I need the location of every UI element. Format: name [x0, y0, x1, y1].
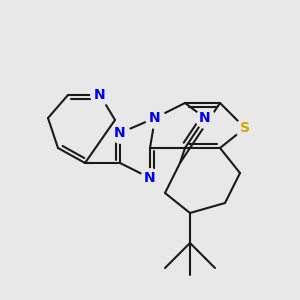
Text: N: N: [114, 126, 126, 140]
Text: S: S: [240, 121, 250, 135]
Text: N: N: [199, 111, 211, 125]
Text: N: N: [149, 111, 161, 125]
Text: N: N: [94, 88, 106, 102]
Text: N: N: [144, 171, 156, 185]
